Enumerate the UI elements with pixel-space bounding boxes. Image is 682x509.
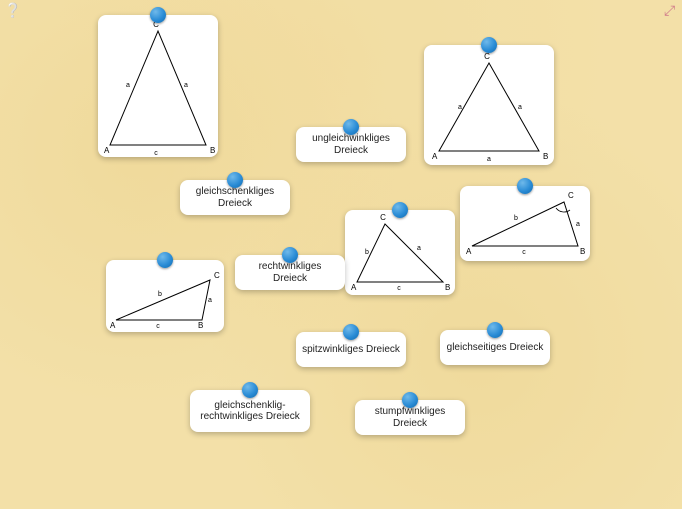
pin-icon [343, 324, 359, 340]
card-label-ungleichwinklig[interactable]: ungleichwinkliges Dreieck [296, 127, 406, 162]
svg-text:a: a [126, 82, 130, 89]
svg-text:b: b [514, 215, 518, 222]
svg-text:c: c [397, 285, 401, 292]
label-text: gleichschenkliges Dreieck [186, 186, 284, 209]
pin-icon [150, 7, 166, 23]
pin-icon [517, 178, 533, 194]
svg-text:A: A [110, 321, 116, 330]
svg-text:B: B [445, 283, 450, 292]
pin-icon [392, 202, 408, 218]
svg-text:A: A [351, 283, 357, 292]
svg-text:C: C [214, 271, 220, 280]
card-triangle-right[interactable]: A B C b a c [106, 260, 224, 332]
card-label-stumpfwinklig[interactable]: stumpfwinkliges Dreieck [355, 400, 465, 435]
card-triangle-isosceles[interactable]: A B C a a c [98, 15, 218, 157]
triangle-right-svg: A B C b a c [106, 260, 224, 332]
card-triangle-obtuse[interactable]: A B C b a c [460, 186, 590, 261]
card-triangle-acute[interactable]: A B C b a c [345, 210, 455, 295]
svg-text:c: c [522, 249, 526, 256]
svg-text:B: B [198, 321, 203, 330]
card-triangle-equilateral[interactable]: A B C a a a [424, 45, 554, 165]
card-label-gleichseitig[interactable]: gleichseitiges Dreieck [440, 330, 550, 365]
svg-text:A: A [104, 146, 110, 155]
svg-text:b: b [365, 249, 369, 256]
svg-text:a: a [518, 104, 522, 111]
svg-text:B: B [210, 146, 215, 155]
card-label-gleichschenklig-rechtwinklig[interactable]: gleichschenklig-rechtwinkliges Dreieck [190, 390, 310, 432]
svg-text:A: A [432, 152, 438, 161]
pin-icon [487, 322, 503, 338]
svg-text:C: C [568, 191, 574, 200]
pin-icon [242, 382, 258, 398]
card-label-spitzwinklig[interactable]: spitzwinkliges Dreieck [296, 332, 406, 367]
triangle-isosceles-svg: A B C a a c [98, 15, 218, 157]
triangle-obtuse-svg: A B C b a c [460, 186, 590, 261]
label-text: stumpfwinkliges Dreieck [361, 406, 459, 429]
svg-text:a: a [184, 82, 188, 89]
label-text: spitzwinkliges Dreieck [302, 344, 400, 356]
label-text: gleichschenklig-rechtwinkliges Dreieck [196, 400, 304, 423]
svg-text:a: a [208, 297, 212, 304]
svg-text:c: c [154, 150, 158, 157]
card-label-rechtwinklig[interactable]: rechtwinkliges Dreieck [235, 255, 345, 290]
pin-icon [343, 119, 359, 135]
svg-text:B: B [543, 152, 548, 161]
pin-icon [227, 172, 243, 188]
canvas: ❔ ⤢ A B C a a c A B C a a a A [0, 0, 682, 509]
label-text: rechtwinkliges Dreieck [241, 261, 339, 284]
pin-icon [157, 252, 173, 268]
svg-text:A: A [466, 247, 472, 256]
card-label-gleichschenklig[interactable]: gleichschenkliges Dreieck [180, 180, 290, 215]
svg-text:a: a [576, 221, 580, 228]
svg-text:a: a [458, 104, 462, 111]
pin-icon [481, 37, 497, 53]
svg-text:a: a [487, 156, 491, 163]
svg-text:b: b [158, 291, 162, 298]
svg-text:c: c [156, 323, 160, 330]
triangle-acute-svg: A B C b a c [345, 210, 455, 295]
help-icon[interactable]: ❔ [4, 3, 21, 17]
svg-text:C: C [380, 213, 386, 222]
pin-icon [402, 392, 418, 408]
pin-icon [282, 247, 298, 263]
svg-text:C: C [484, 52, 490, 61]
triangle-equilateral-svg: A B C a a a [424, 45, 554, 165]
label-text: ungleichwinkliges Dreieck [302, 133, 400, 156]
fullscreen-icon[interactable]: ⤢ [664, 3, 675, 17]
svg-text:a: a [417, 245, 421, 252]
svg-text:B: B [580, 247, 585, 256]
label-text: gleichseitiges Dreieck [447, 342, 544, 354]
